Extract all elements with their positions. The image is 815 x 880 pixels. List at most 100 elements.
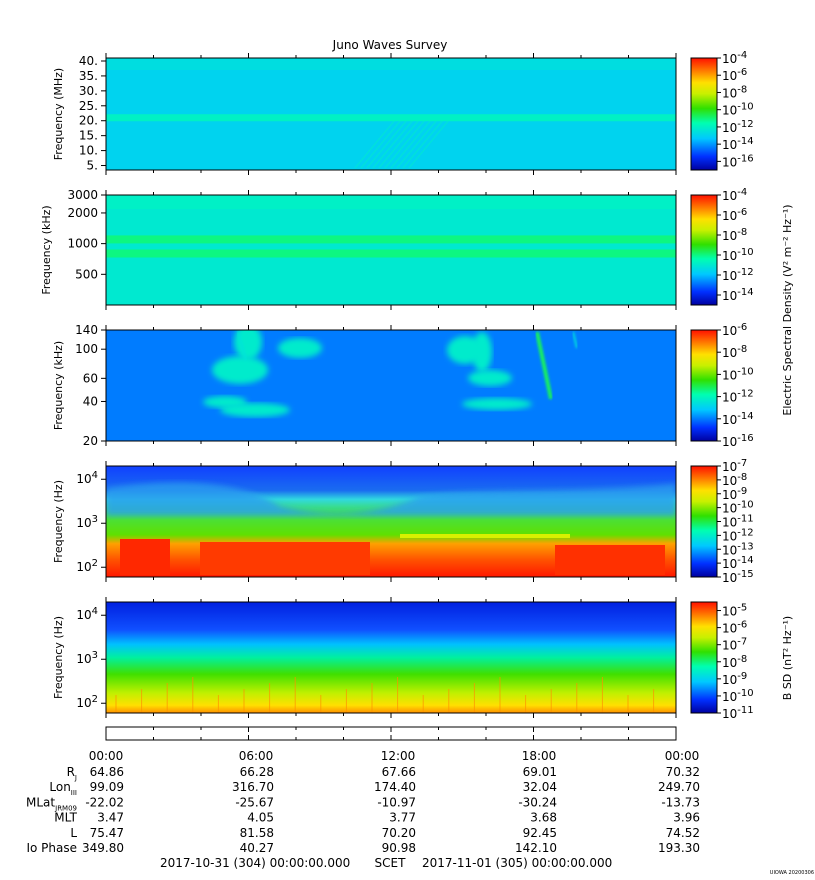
y-tick-label: 40. [79, 54, 98, 68]
ephemeris-value: 75.47 [90, 826, 124, 840]
y-tick-label: 15. [79, 129, 98, 143]
y-tick-label: 3000 [67, 188, 98, 202]
ephemeris-value: 3.47 [97, 811, 124, 825]
ephemeris-value: 81.58 [240, 826, 274, 840]
y-axis-label: Frequency (Hz) [52, 480, 65, 563]
colorbar-gradient [691, 195, 717, 305]
spectrogram-panels: 5.10.15.20.25.30.35.40. Frequency (MHz) 50… [40, 53, 677, 718]
ephemeris-value: -25.67 [235, 795, 274, 809]
emission-patch [472, 332, 492, 372]
emission-streak [572, 331, 578, 349]
colorbar-label-electric: Electric Spectral Density (V² m⁻² Hz⁻¹) [781, 204, 794, 415]
ephemeris-value: 70.32 [666, 765, 700, 779]
colorbar-tick-label: 10-12 [722, 267, 754, 283]
spectrogram-panel-5: 102 103 104 Frequency (Hz) [52, 597, 677, 718]
ephemeris-value: 3.77 [389, 811, 416, 825]
y-tick-label: 1000 [67, 237, 98, 251]
y-tick-label: 25. [79, 99, 98, 113]
y-tick-label: 2000 [67, 206, 98, 220]
ephemeris-value: 74.52 [666, 826, 700, 840]
colorbar-tick-label: 10-6 [722, 620, 747, 636]
spectrogram-texture [106, 58, 676, 70]
colorbar-tick-label: 10-10 [722, 247, 754, 263]
ephemeris-value: 32.04 [523, 780, 557, 794]
colorbar-tick-label: 10-4 [722, 187, 747, 203]
ephemeris-value: -22.02 [85, 795, 124, 809]
colorbar-tick-label: 10-10 [722, 688, 754, 704]
colorbar-tick-label: 10-8 [722, 472, 747, 488]
y-axis-label: Frequency (kHz) [52, 341, 65, 430]
emission-streak [354, 119, 396, 169]
ephemeris-row-label: L [70, 826, 77, 840]
emission-streak [384, 119, 426, 169]
spectrogram-image-4 [106, 466, 676, 577]
colorbar-2: 10-4 10-6 10-8 10-10 10-12 10-14 [690, 187, 754, 306]
y-axis-label: Frequency (Hz) [52, 616, 65, 699]
emission-patch [106, 482, 676, 516]
spectrogram-texture [106, 195, 676, 209]
time-axis-ticks [105, 727, 677, 740]
y-tick-label: 103 [76, 650, 98, 666]
ephemeris-value: 40.27 [240, 841, 274, 855]
colorbar-tick-label: 10-14 [722, 136, 754, 152]
ephemeris-value: 90.98 [382, 841, 416, 855]
y-tick-label: 20 [83, 434, 98, 448]
emission-patch [555, 545, 665, 575]
colorbar-tick-label: 10-8 [722, 227, 747, 243]
emission-band [106, 235, 676, 244]
ephemeris-row-label: Io Phase [26, 841, 77, 855]
colorbar-tick-label: 10-7 [722, 637, 747, 653]
colorbar-tick-label: 10-4 [722, 50, 747, 66]
y-tick-label: 102 [76, 558, 98, 574]
ephemeris-value: -10.97 [377, 795, 416, 809]
colorbar-tick-label: 10-8 [722, 654, 747, 670]
ephemeris-value: 70.20 [382, 826, 416, 840]
colorbar-tick-label: 10-6 [722, 67, 747, 83]
ephemeris-value: 3.96 [673, 811, 700, 825]
colorbar-tick-label: 10-12 [722, 119, 754, 135]
ephemeris-table: 00:00 06:00 12:00 18:00 00:00 RJ 64.86 66.28 67.… [26, 749, 700, 855]
colorbar-gradient [691, 330, 717, 441]
chart-title: Juno Waves Survey [332, 38, 448, 52]
colorbar-frame [690, 194, 718, 306]
emission-patch [468, 370, 512, 386]
ephemeris-value: 174.40 [374, 780, 416, 794]
y-tick-label: 140 [75, 323, 98, 337]
ephemeris-value: 193.30 [658, 841, 700, 855]
emission-band [400, 534, 570, 538]
time-label: 00:00 [665, 749, 700, 763]
ephemeris-row-label: LonIII [49, 780, 77, 797]
ephemeris-value: 64.86 [90, 765, 124, 779]
y-tick-label: 100 [75, 342, 98, 356]
colorbar-tick-label: 10-7 [722, 458, 747, 474]
footer-end: 2017-11-01 (305) 00:00:00.000 [422, 856, 612, 870]
y-tick-label: 5. [87, 159, 98, 173]
emission-streak [366, 119, 408, 169]
y-tick-label: 104 [76, 606, 98, 622]
colorbar-tick-label: 10-12 [722, 389, 754, 405]
y-tick-label: 40 [83, 394, 98, 408]
colorbar-tick-label: 10-6 [722, 207, 747, 223]
y-tick-label: 20. [79, 114, 98, 128]
spectrogram-background [106, 602, 676, 713]
colorbar-gradient [691, 466, 717, 577]
ephemeris-value: 92.45 [523, 826, 557, 840]
emission-streak [390, 119, 432, 169]
colorbar-4: 10-710-810-910-1010-1110-1210-1310-1410-… [690, 458, 754, 585]
y-tick-label: 10. [79, 144, 98, 158]
colorbar-frame [690, 601, 718, 714]
spectrogram-background [106, 330, 676, 441]
ephemeris-value: -13.73 [661, 795, 700, 809]
emission-patch [278, 338, 322, 358]
emission-patch [462, 398, 532, 410]
colorbar-frame [690, 329, 718, 442]
colorbar-tick-label: 10-8 [722, 84, 747, 100]
ephemeris-row-label: MLatJRM09 [26, 795, 77, 812]
colorbar-tick-label: 10-9 [722, 671, 747, 687]
ephemeris-value: 3.68 [530, 811, 557, 825]
colorbars: 10-410-610-810-1010-1210-1410-1610-410-6… [690, 50, 754, 721]
colorbar-3: 10-6 10-8 10-10 10-12 10-14 10-16 [690, 322, 754, 449]
colorbar-tick-label: 10-12 [722, 527, 754, 543]
colorbar-tick-label: 10-10 [722, 366, 754, 382]
emission-streak [408, 119, 450, 169]
